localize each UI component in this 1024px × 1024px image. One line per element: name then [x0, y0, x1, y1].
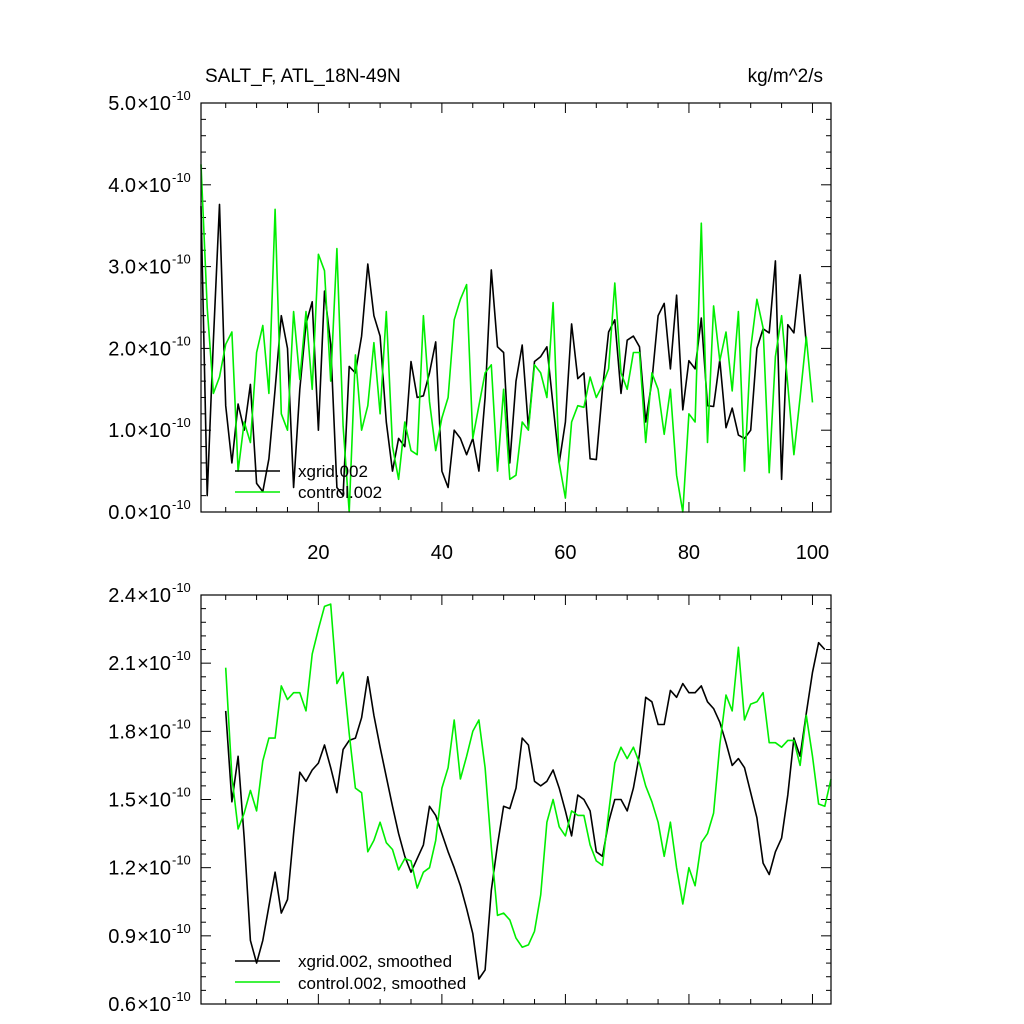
bottom-y-tick-exponent: -10	[172, 580, 191, 595]
top-x-tick-label: 40	[431, 542, 453, 564]
bottom-legend-label-control: control.002, smoothed	[298, 974, 466, 993]
bottom-y-tick-label: 2.1×10	[108, 653, 171, 675]
bottom-y-tick-label: 0.9×10	[108, 926, 171, 948]
bottom-series-line-control	[224, 603, 832, 949]
top-y-tick-label: 0.0×10	[108, 502, 171, 524]
bottom-legend: xgrid.002, smoothed control.002, smoothe…	[235, 952, 466, 993]
top-y-tick-labels: 0.0×10 -101.0×10 -102.0×10 -103.0×10 -104.0×…	[108, 88, 191, 524]
top-x-tick-label: 100	[796, 542, 829, 564]
bottom-legend-label-xgrid: xgrid.002, smoothed	[298, 952, 452, 971]
bottom-y-tick-label: 0.6×10	[108, 994, 171, 1016]
top-y-tick-label: 3.0×10	[108, 257, 171, 279]
bottom-panel: 0.6×10 -100.9×10 -101.2×10 -101.5×10 -101.8×…	[108, 580, 832, 1016]
top-x-tick-label: 80	[678, 542, 700, 564]
top-panel: SALT_F, ATL_18N-49N kg/m^2/s 0.0×10 -101.…	[108, 66, 832, 564]
bottom-y-tick-exponent: -10	[172, 989, 191, 1004]
top-panel-units: kg/m^2/s	[748, 66, 823, 87]
top-y-tick-label: 4.0×10	[108, 175, 171, 197]
top-y-tick-label: 2.0×10	[108, 338, 171, 360]
top-y-tick-exponent: -10	[172, 170, 191, 185]
top-legend: xgrid.002 control.002	[235, 462, 382, 502]
top-y-tick-label: 5.0×10	[108, 93, 171, 115]
top-y-tick-exponent: -10	[172, 497, 191, 512]
bottom-series-line-xgrid	[224, 641, 826, 980]
bottom-series-group	[224, 603, 832, 980]
bottom-y-tick-exponent: -10	[172, 853, 191, 868]
bottom-y-tick-labels: 0.6×10 -100.9×10 -101.2×10 -101.5×10 -101.8×…	[108, 580, 191, 1016]
bottom-y-tick-exponent: -10	[172, 921, 191, 936]
bottom-axis-ticks	[201, 594, 831, 1005]
top-plot-frame	[200, 102, 832, 513]
top-y-tick-exponent: -10	[172, 333, 191, 348]
bottom-y-tick-label: 2.4×10	[108, 585, 171, 607]
top-y-tick-exponent: -10	[172, 252, 191, 267]
bottom-plot-frame	[200, 594, 832, 1005]
bottom-y-tick-label: 1.8×10	[108, 721, 171, 743]
top-x-tick-labels: 20 40 60 80 100	[307, 542, 829, 564]
top-y-tick-exponent: -10	[172, 415, 191, 430]
top-legend-label-control: control.002	[298, 483, 382, 502]
top-x-tick-label: 20	[307, 542, 329, 564]
bottom-y-tick-label: 1.2×10	[108, 858, 171, 880]
top-y-tick-label: 1.0×10	[108, 420, 171, 442]
bottom-y-tick-label: 1.5×10	[108, 790, 171, 812]
bottom-y-tick-exponent: -10	[172, 648, 191, 663]
top-legend-label-xgrid: xgrid.002	[298, 462, 368, 481]
top-x-tick-label: 60	[554, 542, 576, 564]
top-series-line-control	[200, 164, 814, 513]
bottom-y-tick-exponent: -10	[172, 716, 191, 731]
bottom-y-tick-exponent: -10	[172, 785, 191, 800]
top-y-tick-exponent: -10	[172, 88, 191, 103]
top-series-group	[200, 164, 814, 513]
top-panel-title: SALT_F, ATL_18N-49N	[205, 66, 401, 87]
